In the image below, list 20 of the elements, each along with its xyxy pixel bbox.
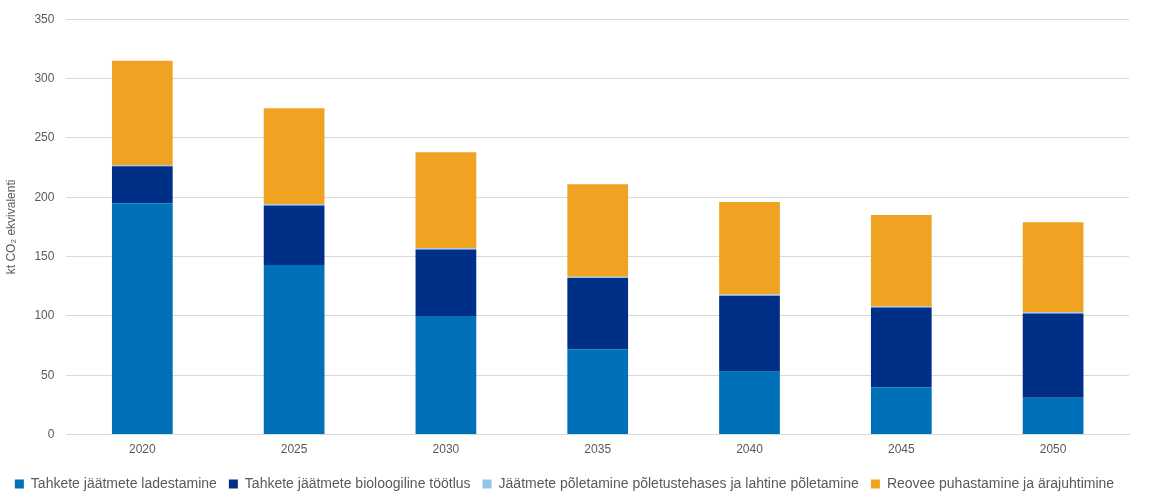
y-tick-label: 300 <box>34 70 55 85</box>
x-tick-label: 2030 <box>432 442 460 457</box>
x-tick-label: 2040 <box>736 442 764 457</box>
y-axis-title: kt CO₂ ekvivalenti <box>3 179 18 275</box>
y-tick-label: 50 <box>41 367 55 382</box>
y-tick-label: 250 <box>34 130 55 145</box>
x-tick-label: 2025 <box>280 442 308 457</box>
y-tick-label: 350 <box>34 11 55 26</box>
y-tick-label: 100 <box>34 308 55 323</box>
x-tick-label: 2020 <box>128 442 156 457</box>
x-tick-label: 2045 <box>887 442 915 457</box>
y-tick-label: 200 <box>34 189 55 204</box>
legend-label: Tahkete jäätmete bioloogiline töötlus <box>244 474 471 491</box>
legend-label: Jäätmete põletamine põletustehases ja lahtine põletamine <box>498 474 860 491</box>
x-tick-label: 2035 <box>584 442 612 457</box>
y-tick-label: 150 <box>34 248 55 263</box>
legend-label: Tahkete jäätmete ladestamine <box>30 474 218 491</box>
y-tick-label: 0 <box>47 426 55 441</box>
legend-label: Reovee puhastamine ja ärajuhtimine <box>886 474 1115 491</box>
x-tick-label: 2050 <box>1039 442 1067 457</box>
